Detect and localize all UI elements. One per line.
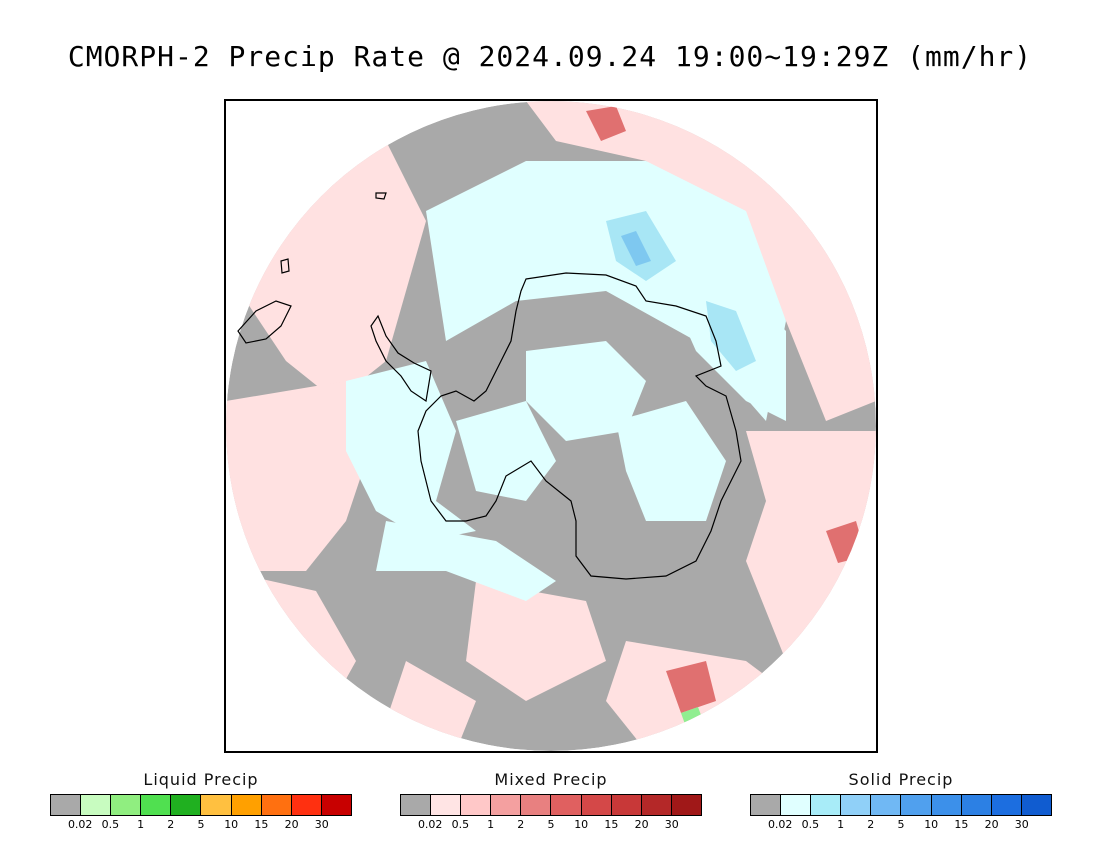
color-swatch: [841, 795, 872, 815]
precip-field: [226, 101, 876, 751]
legend-liquid: Liquid Precip 0.02 0.5 1 2 5 10 15 20 30: [50, 770, 352, 832]
tick-label: 0.5: [451, 818, 470, 831]
color-swatch: [321, 795, 351, 815]
antarctica-coastline: [417, 272, 742, 580]
color-swatch: [51, 795, 82, 815]
color-swatch: [231, 795, 262, 815]
legend-solid: Solid Precip 0.02 0.5 1 2 5 10 15 20 30: [750, 770, 1052, 832]
legend-title: Solid Precip: [848, 770, 954, 789]
tick-label: 0.02: [767, 818, 793, 831]
color-swatch: [581, 795, 612, 815]
tick-label: 20: [634, 818, 649, 831]
color-bar: [400, 794, 702, 816]
tick-label: 10: [574, 818, 589, 831]
legend-title: Liquid Precip: [143, 770, 259, 789]
color-swatch: [261, 795, 292, 815]
color-swatch: [781, 795, 812, 815]
solid-precip-region: [426, 161, 786, 421]
page-title: CMORPH-2 Precip Rate @ 2024.09.24 19:00~…: [67, 40, 1033, 73]
color-swatch: [491, 795, 522, 815]
mixed-precip-region: [226, 381, 376, 571]
color-swatch: [641, 795, 672, 815]
color-swatch: [901, 795, 932, 815]
color-swatch: [811, 795, 842, 815]
tick-labels: 0.02 0.5 1 2 5 10 15 20 30: [50, 816, 352, 832]
tick-label: 1: [837, 818, 845, 831]
mixed-precip-core: [586, 106, 626, 141]
south-america-tip-coastline: [237, 300, 292, 344]
solid-precip-core: [706, 301, 756, 371]
color-bar: [50, 794, 352, 816]
tick-label: 5: [197, 818, 205, 831]
tick-label: 0.02: [67, 818, 93, 831]
color-swatch: [141, 795, 172, 815]
solid-precip-region: [526, 341, 646, 441]
color-swatch: [611, 795, 642, 815]
legend-title: Mixed Precip: [494, 770, 608, 789]
color-swatch: [991, 795, 1022, 815]
color-swatch: [871, 795, 902, 815]
mixed-precip-core: [666, 661, 716, 713]
color-swatch: [111, 795, 142, 815]
tick-label: 5: [897, 818, 905, 831]
tick-label: 5: [547, 818, 555, 831]
south-polar-stereographic-map: [226, 101, 876, 751]
tick-label: 2: [867, 818, 875, 831]
color-swatch: [81, 795, 112, 815]
color-swatch: [291, 795, 322, 815]
tick-labels: 0.02 0.5 1 2 5 10 15 20 30: [750, 816, 1052, 832]
solid-precip-region: [346, 361, 476, 541]
color-swatch: [171, 795, 202, 815]
color-swatch: [401, 795, 432, 815]
color-swatch: [751, 795, 782, 815]
map-frame: [224, 99, 878, 753]
tick-label: 30: [1014, 818, 1029, 831]
tick-label: 20: [284, 818, 299, 831]
tick-label: 0.5: [101, 818, 120, 831]
legend-mixed: Mixed Precip 0.02 0.5 1 2 5 10 15 20 30: [400, 770, 702, 832]
tick-label: 10: [924, 818, 939, 831]
color-swatch: [551, 795, 582, 815]
solid-precip-region: [456, 401, 556, 501]
tick-label: 2: [517, 818, 525, 831]
color-swatch: [671, 795, 701, 815]
tick-label: 15: [254, 818, 269, 831]
tick-label: 2: [167, 818, 175, 831]
tick-label: 15: [954, 818, 969, 831]
color-swatch: [1021, 795, 1051, 815]
tick-label: 30: [314, 818, 329, 831]
color-swatch: [461, 795, 492, 815]
tick-label: 0.02: [417, 818, 443, 831]
mixed-precip-region: [606, 641, 826, 751]
tick-labels: 0.02 0.5 1 2 5 10 15 20 30: [400, 816, 702, 832]
solid-precip-core: [621, 231, 651, 266]
color-swatch: [201, 795, 232, 815]
solid-precip-region: [616, 401, 726, 521]
mixed-precip-region: [526, 101, 876, 421]
tick-label: 10: [224, 818, 239, 831]
island-coastline: [280, 258, 290, 274]
color-bar: [750, 794, 1052, 816]
island-coastline: [375, 192, 387, 200]
color-swatch: [521, 795, 552, 815]
tick-label: 1: [137, 818, 145, 831]
color-swatch: [931, 795, 962, 815]
antarctic-peninsula-coastline: [370, 314, 432, 403]
color-swatch: [961, 795, 992, 815]
tick-label: 15: [604, 818, 619, 831]
tick-label: 20: [984, 818, 999, 831]
tick-label: 0.5: [801, 818, 820, 831]
mixed-precip-region: [466, 581, 606, 701]
tick-label: 30: [664, 818, 679, 831]
solid-precip-region: [376, 521, 556, 601]
tick-label: 1: [487, 818, 495, 831]
color-swatch: [431, 795, 462, 815]
